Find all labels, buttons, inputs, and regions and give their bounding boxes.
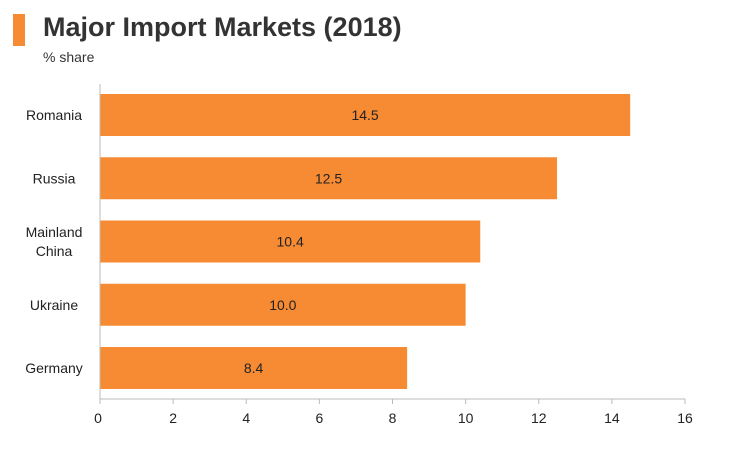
- x-tick-label: 4: [242, 410, 250, 426]
- data-label: 8.4: [244, 360, 264, 376]
- bar: [100, 283, 466, 326]
- chart-subtitle: % share: [43, 49, 95, 65]
- x-tick-label: 10: [458, 410, 474, 426]
- x-tick-label: 2: [169, 410, 177, 426]
- data-label: 10.0: [269, 297, 296, 313]
- data-label: 12.5: [315, 170, 342, 186]
- title-accent-bar: [13, 14, 25, 46]
- category-label: Germany: [25, 360, 83, 376]
- bar: [100, 220, 481, 263]
- x-tick-label: 6: [315, 410, 323, 426]
- data-label: 10.4: [277, 234, 304, 250]
- data-label: 14.5: [351, 107, 378, 123]
- x-tick-label: 16: [677, 410, 693, 426]
- category-label: Ukraine: [30, 297, 78, 313]
- category-label: Mainland: [26, 224, 83, 240]
- x-tick-label: 12: [531, 410, 547, 426]
- category-label: China: [36, 243, 73, 259]
- bar: [100, 347, 408, 389]
- x-tick-label: 0: [94, 410, 102, 426]
- category-label: Russia: [33, 170, 76, 186]
- x-tick-label: 8: [389, 410, 397, 426]
- chart-title: Major Import Markets (2018): [43, 12, 402, 42]
- x-tick-label: 14: [604, 410, 620, 426]
- bar: [100, 157, 558, 200]
- category-label: Romania: [26, 107, 82, 123]
- bar: [100, 94, 631, 136]
